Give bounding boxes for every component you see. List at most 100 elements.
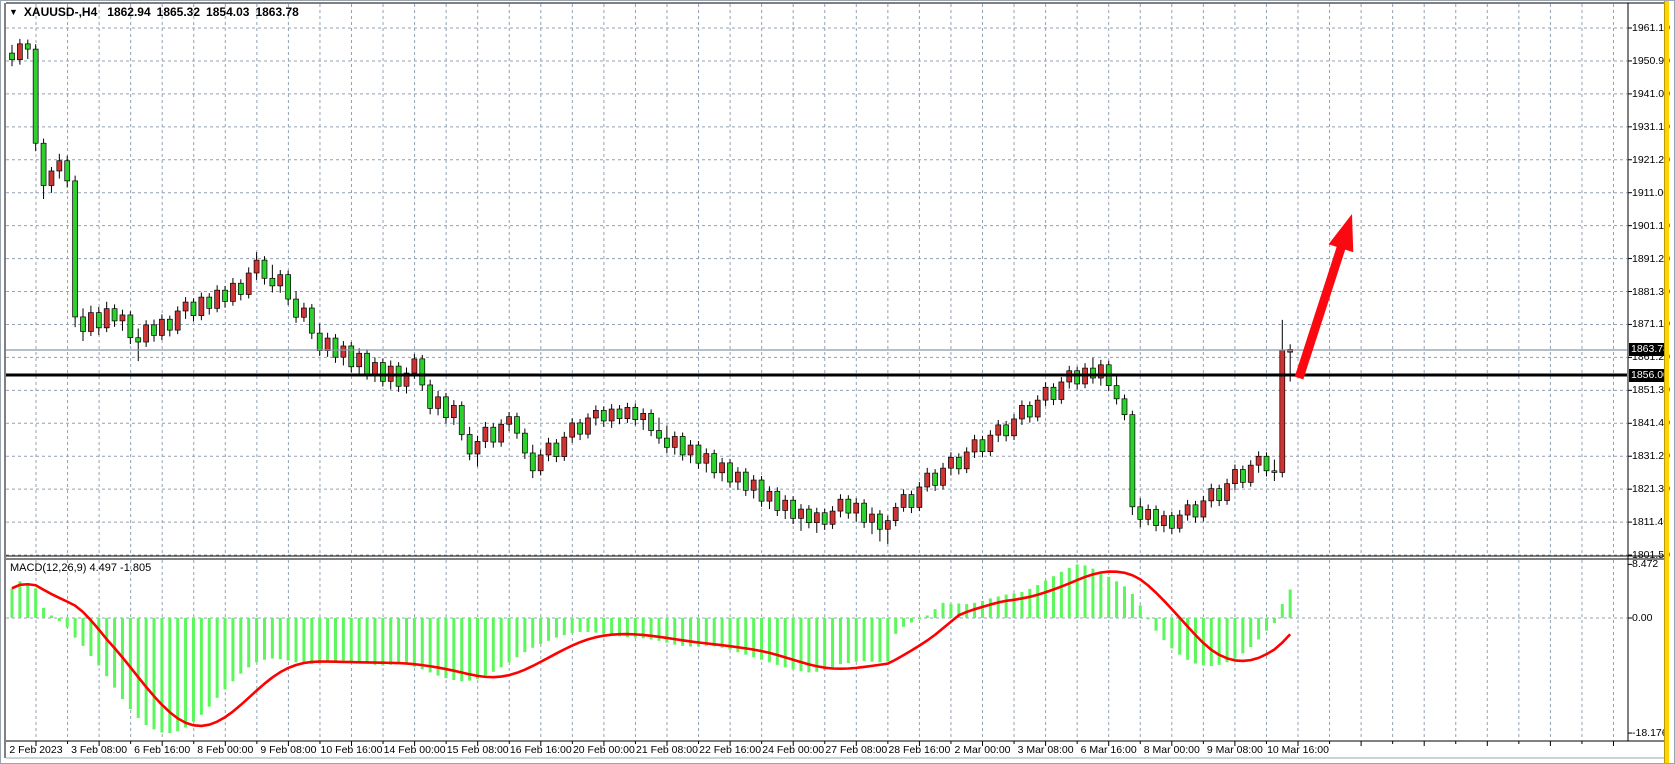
time-axis-label: 6 Feb 16:00 xyxy=(134,744,191,756)
macd-histogram-bar xyxy=(902,618,906,627)
candle-bearish xyxy=(427,384,434,409)
macd-histogram-bar xyxy=(349,618,353,662)
time-axis-label: 15 Feb 08:00 xyxy=(446,744,509,756)
macd-histogram-bar xyxy=(799,618,803,672)
candle-bullish xyxy=(301,307,307,318)
candle-bullish xyxy=(1058,381,1065,400)
time-axis-label: 20 Feb 00:00 xyxy=(572,744,635,756)
macd-histogram-bar xyxy=(894,618,898,634)
macd-histogram-bar xyxy=(1178,618,1182,655)
level-price-badge: 1856.00 xyxy=(1629,369,1669,382)
candle-bearish xyxy=(821,512,828,525)
macd-histogram-bar xyxy=(862,618,866,662)
macd-histogram-bar xyxy=(278,618,282,660)
candle-bullish xyxy=(829,510,836,525)
macd-histogram-bar xyxy=(420,618,424,670)
macd-histogram-bar xyxy=(128,618,132,710)
macd-histogram-bar xyxy=(136,618,140,719)
price-axis-label: 1881.30 xyxy=(1632,285,1670,298)
macd-axis-label: -18.176 xyxy=(1632,727,1668,740)
candle-bullish xyxy=(435,396,441,409)
candle-bearish xyxy=(877,513,883,530)
candle-bearish xyxy=(521,432,528,454)
bid-price-badge: 1863.78 xyxy=(1629,343,1669,356)
candle-bearish xyxy=(1216,488,1223,501)
macd-histogram-bar xyxy=(1012,593,1016,618)
candle-bullish xyxy=(143,324,149,343)
ohlc-open: 1862.94 xyxy=(107,5,151,19)
candle-bullish xyxy=(703,453,710,464)
candle-bearish xyxy=(127,314,134,339)
macd-histogram-bar xyxy=(736,618,740,653)
candle-bearish xyxy=(206,296,213,309)
macd-histogram-bar xyxy=(483,618,487,676)
time-axis-label: 14 Feb 00:00 xyxy=(383,744,446,756)
macd-histogram-bar xyxy=(468,618,472,681)
macd-histogram-bar xyxy=(310,618,314,665)
candle-bearish xyxy=(1129,414,1136,508)
candle-bullish xyxy=(88,312,94,332)
time-axis-label: 24 Feb 00:00 xyxy=(762,744,825,756)
macd-histogram-bar xyxy=(1217,618,1221,665)
candle-bullish xyxy=(230,282,236,302)
candle-bearish xyxy=(285,274,291,300)
candle-bullish xyxy=(750,479,757,491)
candle-bullish xyxy=(174,310,181,331)
macd-histogram-bar xyxy=(42,607,46,618)
macd-histogram-bar xyxy=(870,618,874,662)
macd-histogram-bar xyxy=(1115,581,1119,618)
candle-bullish xyxy=(1287,349,1294,353)
macd-histogram-bar xyxy=(1186,618,1190,660)
candle-bearish xyxy=(64,160,71,182)
macd-histogram-bar xyxy=(26,583,30,618)
macd-histogram-bar xyxy=(262,618,266,660)
macd-histogram-bar xyxy=(105,618,109,677)
candle-bullish xyxy=(853,502,860,514)
time-axis-label: 3 Feb 08:00 xyxy=(71,744,128,756)
chevron-down-icon[interactable]: ▼ xyxy=(9,7,18,17)
macd-histogram-bar xyxy=(1138,605,1142,618)
ohlc-close: 1863.78 xyxy=(255,5,299,19)
time-axis-label: 3 Mar 08:00 xyxy=(1017,744,1074,756)
arrow-annotation-head[interactable] xyxy=(1328,214,1354,253)
macd-histogram-bar xyxy=(460,618,464,682)
candle-bearish xyxy=(237,282,244,295)
macd-histogram-bar xyxy=(633,618,637,638)
candle-bearish xyxy=(151,324,157,336)
macd-histogram-bar xyxy=(491,618,495,672)
candle-bearish xyxy=(419,358,426,386)
price-axis-label: 1921.20 xyxy=(1632,153,1670,166)
candle-bullish xyxy=(916,486,923,508)
macd-histogram-bar xyxy=(760,618,764,660)
macd-histogram-bar xyxy=(728,618,732,650)
macd-histogram-bar xyxy=(1194,618,1197,664)
macd-histogram-bar xyxy=(1209,618,1213,667)
macd-histogram-bar xyxy=(239,618,243,674)
macd-histogram-bar xyxy=(941,602,945,618)
candle-bullish xyxy=(987,434,994,452)
macd-histogram-bar xyxy=(838,618,842,665)
price-axis-label: 1831.20 xyxy=(1632,450,1670,463)
candle-bullish xyxy=(119,314,126,322)
macd-histogram-bar xyxy=(1162,618,1166,641)
candle-bearish xyxy=(316,332,323,351)
price-axis-label: 1821.30 xyxy=(1632,483,1670,496)
macd-histogram-bar xyxy=(586,618,590,632)
ohlc-low: 1854.03 xyxy=(206,5,250,19)
candle-bearish xyxy=(72,180,78,318)
macd-histogram-bar xyxy=(1288,589,1292,618)
price-axis-label: 1950.90 xyxy=(1632,54,1670,67)
macd-histogram-bar xyxy=(389,618,393,665)
arrow-annotation-shaft[interactable] xyxy=(1294,239,1348,380)
macd-histogram-bar xyxy=(988,598,992,618)
candle-bearish xyxy=(1153,509,1159,526)
candle-bullish xyxy=(537,454,544,472)
candle-bullish xyxy=(671,436,678,448)
macd-histogram-bar xyxy=(81,618,85,646)
candle-bearish xyxy=(466,434,473,455)
candle-bullish xyxy=(940,467,946,486)
candle-bearish xyxy=(1271,470,1278,473)
macd-histogram-bar xyxy=(1249,618,1253,648)
